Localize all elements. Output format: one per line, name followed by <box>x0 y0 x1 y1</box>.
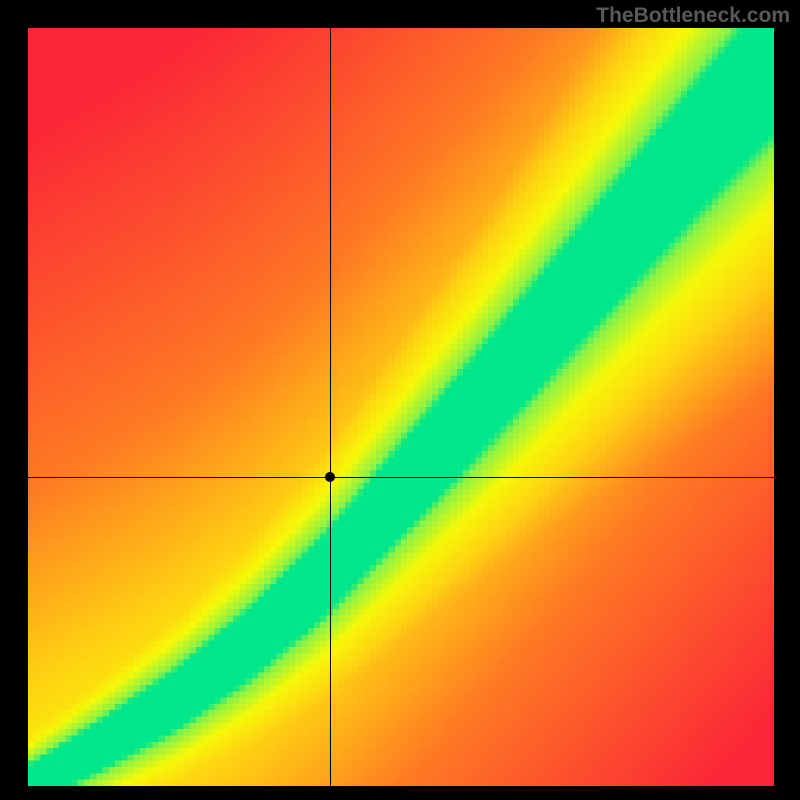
selection-marker-dot <box>325 472 335 482</box>
crosshair-vertical <box>330 28 331 786</box>
crosshair-horizontal <box>28 477 774 478</box>
heatmap-canvas <box>28 28 774 786</box>
bottleneck-heatmap-plot <box>28 28 774 786</box>
watermark-text: TheBottleneck.com <box>596 4 790 28</box>
